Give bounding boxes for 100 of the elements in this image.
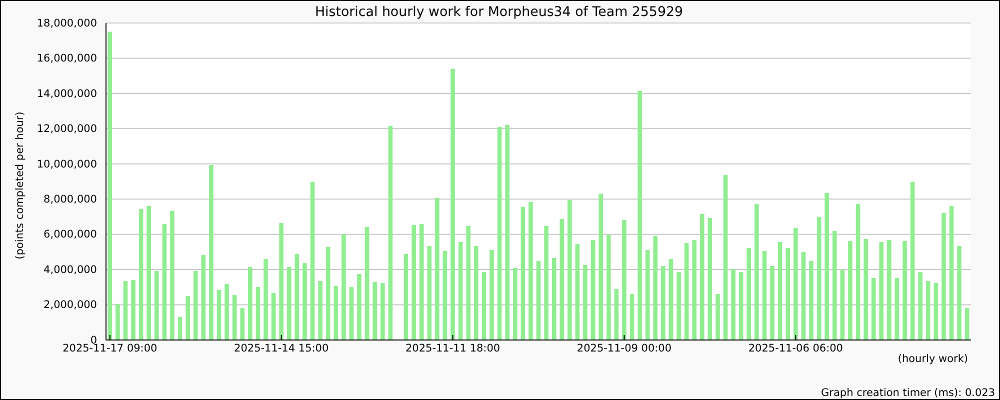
bar — [466, 226, 471, 340]
bar — [450, 68, 455, 340]
bar — [622, 220, 626, 340]
y-tick-label: 12,000,000 — [36, 123, 97, 136]
bar — [294, 254, 300, 340]
bar — [816, 216, 822, 340]
bar — [832, 230, 837, 340]
bar — [801, 252, 806, 340]
bar — [684, 242, 689, 340]
bar — [116, 304, 120, 340]
bar — [645, 250, 650, 340]
bar — [879, 242, 884, 340]
bar — [590, 240, 596, 340]
bar — [653, 236, 658, 340]
bar — [856, 204, 860, 340]
bar — [419, 224, 424, 340]
bar — [536, 260, 541, 340]
bar — [388, 126, 393, 340]
bar — [482, 272, 486, 340]
bar — [824, 192, 829, 340]
x-tick-label: 2025-11-09 00:00 — [576, 342, 672, 354]
bar — [162, 224, 167, 340]
bar — [809, 260, 814, 340]
bar — [575, 244, 580, 340]
bar — [248, 266, 252, 340]
bar — [700, 214, 704, 340]
x-tick-label: 2025-11-14 15:00 — [234, 342, 329, 354]
bar — [738, 272, 744, 340]
bar — [342, 234, 346, 340]
bar — [458, 242, 463, 340]
bar — [731, 269, 736, 340]
bar — [349, 286, 354, 340]
bar — [887, 240, 892, 340]
bar — [544, 226, 548, 340]
bar — [380, 282, 385, 340]
bar — [232, 294, 237, 340]
bar — [918, 272, 922, 340]
bar — [442, 250, 448, 340]
bar — [528, 202, 533, 340]
bar — [840, 270, 845, 340]
bar — [372, 282, 377, 340]
bar — [271, 292, 276, 340]
bar — [614, 288, 619, 340]
bar — [560, 219, 564, 340]
bar — [606, 234, 611, 340]
bar — [786, 248, 790, 340]
bar — [123, 281, 128, 340]
bar — [154, 270, 159, 340]
text: Graph creation timer (ms): 0.023 — [821, 387, 995, 399]
bar — [910, 182, 915, 340]
bar — [964, 308, 970, 340]
bar — [224, 284, 229, 340]
bar — [926, 281, 930, 340]
bar — [264, 258, 268, 340]
bar — [723, 174, 728, 340]
bar — [474, 246, 478, 340]
bar — [942, 212, 946, 340]
bar — [286, 266, 292, 340]
y-tick-label: 10,000,000 — [36, 158, 97, 170]
bar — [871, 278, 876, 340]
bar — [193, 270, 198, 340]
bar — [216, 290, 222, 340]
bar — [568, 200, 572, 340]
bar — [186, 296, 190, 340]
bar — [552, 258, 556, 340]
bar — [310, 182, 315, 340]
bar — [178, 316, 182, 340]
x-tick-label: 2025-11-06 06:00 — [748, 342, 843, 354]
y-tick-label: 8,000,000 — [44, 193, 97, 206]
bar — [708, 218, 712, 340]
bar — [435, 198, 440, 340]
bar — [427, 246, 432, 340]
bar — [490, 250, 494, 340]
bar — [520, 206, 526, 340]
bar — [794, 228, 798, 340]
bar — [716, 294, 720, 340]
bar — [630, 294, 634, 340]
bar — [661, 266, 666, 340]
bar — [326, 247, 330, 340]
bar — [108, 32, 112, 340]
bar — [668, 258, 674, 340]
bar — [318, 281, 322, 340]
y-tick-label: 4,000,000 — [44, 264, 97, 276]
bar — [864, 238, 868, 340]
bar — [598, 194, 603, 340]
bar — [505, 124, 510, 340]
bar — [170, 210, 174, 340]
y-tick-label: 6,000,000 — [44, 228, 97, 241]
bar — [512, 268, 518, 340]
bar — [146, 206, 152, 340]
bar — [279, 222, 284, 340]
bar — [692, 240, 696, 340]
bar — [949, 206, 954, 340]
bar — [848, 241, 852, 340]
bar — [256, 286, 260, 340]
bar — [364, 226, 370, 340]
bar — [746, 248, 752, 340]
bar — [412, 225, 416, 340]
y-tick-label: 16,000,000 — [36, 52, 97, 65]
bar — [902, 241, 907, 340]
